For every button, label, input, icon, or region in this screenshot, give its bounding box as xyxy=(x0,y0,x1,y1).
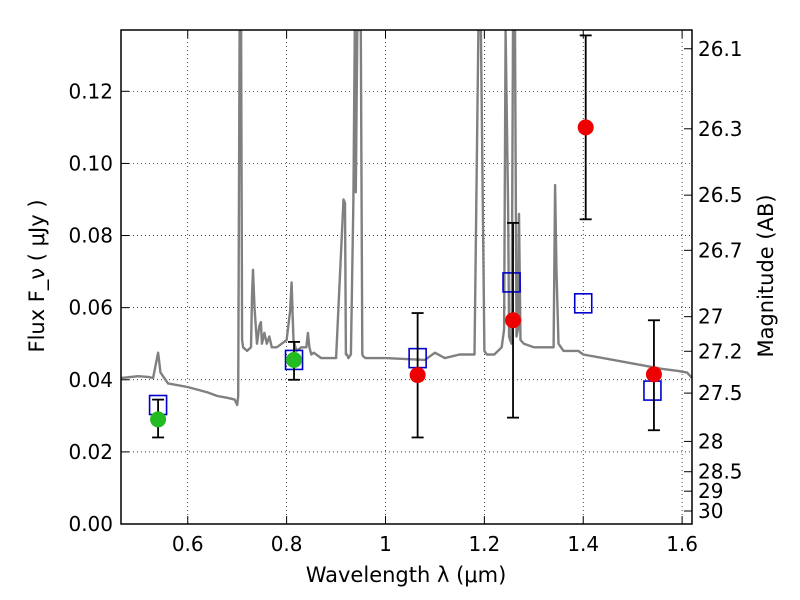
right-tick-label: 26.3 xyxy=(698,117,743,141)
model-square-marker xyxy=(573,293,593,314)
y-tick-label: 0.08 xyxy=(68,224,113,248)
x-tick-label: 0.8 xyxy=(271,532,303,556)
model-square-marker xyxy=(643,380,662,401)
y-tick-label: 0.10 xyxy=(68,151,113,175)
x-tick-label: 1.4 xyxy=(567,532,599,556)
y-tick-label: 0.00 xyxy=(68,512,113,536)
right-tick-label: 30 xyxy=(698,499,723,523)
right-tick-label: 26.1 xyxy=(698,37,743,61)
y-tick-label: 0.02 xyxy=(68,440,113,464)
right-tick-label: 26.5 xyxy=(698,183,743,207)
observed-point xyxy=(505,312,522,329)
observed-point xyxy=(150,411,167,428)
y-tick-label: 0.06 xyxy=(68,296,113,320)
x-tick-label: 0.6 xyxy=(172,532,204,556)
plot-frame xyxy=(120,29,693,525)
plot-area xyxy=(121,30,692,439)
spectrum-line xyxy=(121,30,692,407)
y-axis-right-label: Magnitude (AB) xyxy=(754,194,778,357)
right-tick-label: 28.5 xyxy=(698,460,743,484)
observed-point xyxy=(577,119,594,136)
observed-point xyxy=(286,351,303,368)
y-tick-label: 0.04 xyxy=(68,368,113,392)
x-tick-label: 1.6 xyxy=(666,532,698,556)
observed-point xyxy=(409,367,426,384)
right-tick-label: 28 xyxy=(698,429,723,453)
y-tick-label: 0.12 xyxy=(68,79,113,103)
x-tick-label: 1 xyxy=(379,532,392,556)
right-tick-label: 27.5 xyxy=(698,381,743,405)
x-axis-label: Wavelength λ (μm) xyxy=(306,563,507,587)
right-tick-label: 27.2 xyxy=(698,339,743,363)
right-tick-label: 29 xyxy=(698,479,723,503)
grid xyxy=(121,30,692,525)
y-axis-label: Flux F_ν ( μJy ) xyxy=(25,199,50,352)
model-square-marker xyxy=(502,272,521,293)
right-tick-label: 26.7 xyxy=(698,238,743,262)
right-tick-label: 27 xyxy=(698,305,723,329)
x-tick-label: 1.2 xyxy=(468,532,500,556)
observed-point xyxy=(645,366,662,383)
axes-ticks: 0.6 0.8 1 1.2 1.4 1.6 0.00 0.02 0.04 0.06 0.08 0.10… xyxy=(68,30,743,556)
